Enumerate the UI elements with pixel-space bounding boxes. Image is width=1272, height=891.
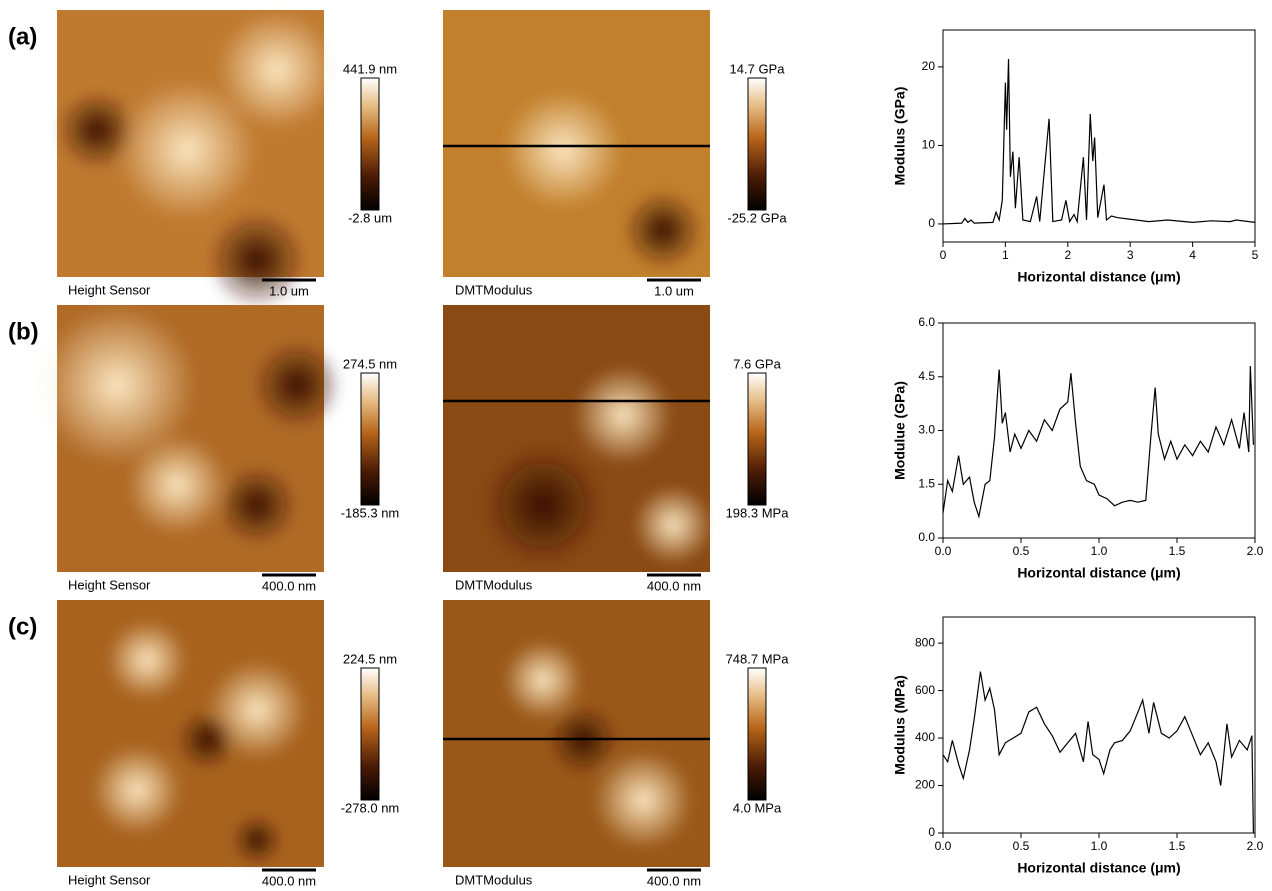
color-min-label: -2.8 um [348, 210, 392, 225]
color-max-label: 441.9 nm [343, 61, 397, 76]
afm-image [57, 10, 337, 310]
x-tick-label: 1 [1002, 248, 1009, 262]
plot-frame [943, 323, 1255, 538]
scale-bar-label: 1.0 um [654, 283, 694, 298]
y-tick-label: 20 [922, 59, 936, 73]
data-line [943, 59, 1255, 224]
color-max-label: 224.5 nm [343, 651, 397, 666]
color-max-label: 748.7 MPa [726, 651, 790, 666]
texture-blob [217, 465, 297, 545]
texture-blob [503, 90, 623, 210]
y-axis-label: Modulus (MPa) [892, 675, 908, 775]
x-tick-label: 0 [940, 248, 947, 262]
panel-label: (b) [8, 318, 39, 345]
color-bar [361, 668, 379, 800]
y-tick-label: 0 [928, 825, 935, 839]
data-line [943, 672, 1253, 833]
scale-bar-label: 1.0 um [269, 283, 309, 298]
x-tick-label: 3 [1127, 248, 1134, 262]
color-min-label: 198.3 MPa [726, 505, 790, 520]
x-axis-label: Horizontal distance (μm) [1017, 860, 1180, 876]
y-tick-label: 6.0 [918, 315, 935, 329]
color-min-label: -25.2 GPa [727, 210, 787, 225]
y-tick-label: 400 [915, 730, 935, 744]
y-tick-label: 10 [922, 138, 936, 152]
x-tick-label: 0.0 [935, 544, 952, 558]
x-tick-label: 0.5 [1013, 839, 1030, 853]
x-tick-label: 0.0 [935, 839, 952, 853]
scale-bar-label: 400.0 nm [647, 873, 701, 888]
image-caption: Height Sensor [68, 577, 151, 592]
scale-bar-label: 400.0 nm [647, 578, 701, 593]
texture-blob [217, 10, 337, 130]
texture-blob [37, 305, 197, 465]
y-tick-label: 800 [915, 635, 935, 649]
afm-image [37, 305, 342, 572]
x-tick-label: 2 [1064, 248, 1071, 262]
panel-label: (a) [8, 23, 37, 50]
afm-image [443, 10, 710, 277]
texture-blob [633, 485, 713, 565]
color-min-label: -278.0 nm [341, 800, 400, 815]
y-tick-label: 3.0 [918, 423, 935, 437]
x-tick-label: 0.5 [1013, 544, 1030, 558]
color-max-label: 14.7 GPa [730, 61, 786, 76]
plot-frame [943, 617, 1255, 833]
y-axis-label: Modulus (GPa) [892, 87, 908, 186]
y-tick-label: 200 [915, 778, 935, 792]
x-tick-label: 2.0 [1247, 544, 1264, 558]
panel-label: (c) [8, 613, 37, 640]
texture-blob [232, 815, 282, 865]
texture-blob [57, 90, 137, 170]
page: (a)441.9 nm-2.8 umHeight Sensor1.0 um14.… [0, 0, 1272, 891]
figure: (a)441.9 nm-2.8 umHeight Sensor1.0 um14.… [0, 0, 1272, 891]
color-min-label: 4.0 MPa [733, 800, 782, 815]
y-tick-label: 0 [928, 216, 935, 230]
image-caption: DMTModulus [455, 872, 533, 887]
color-bar [748, 668, 766, 800]
texture-blob [573, 365, 673, 465]
texture-blob [252, 340, 342, 430]
scale-bar-label: 400.0 nm [262, 578, 316, 593]
color-bar [748, 373, 766, 505]
x-tick-label: 2.0 [1247, 839, 1264, 853]
image-caption: Height Sensor [68, 872, 151, 887]
y-axis-label: Modulue (GPa) [892, 381, 908, 480]
x-tick-label: 5 [1252, 248, 1259, 262]
x-tick-label: 1.5 [1169, 544, 1186, 558]
data-line [943, 366, 1253, 517]
image-caption: DMTModulus [455, 282, 533, 297]
x-tick-label: 1.0 [1091, 544, 1108, 558]
color-bar [748, 78, 766, 210]
texture-blob [593, 750, 693, 850]
texture-blob [623, 190, 703, 270]
afm-image [443, 600, 710, 867]
texture-blob [483, 445, 603, 565]
color-max-label: 7.6 GPa [733, 356, 781, 371]
texture-blob [177, 710, 237, 770]
x-tick-label: 4 [1189, 248, 1196, 262]
x-axis-label: Horizontal distance (μm) [1017, 565, 1180, 581]
texture-blob [92, 745, 182, 835]
x-tick-label: 1.5 [1169, 839, 1186, 853]
x-axis-label: Horizontal distance (μm) [1017, 269, 1180, 285]
y-tick-label: 4.5 [918, 369, 935, 383]
color-min-label: -185.3 nm [341, 505, 400, 520]
color-max-label: 274.5 nm [343, 356, 397, 371]
scale-bar-label: 400.0 nm [262, 873, 316, 888]
color-bar [361, 78, 379, 210]
y-tick-label: 600 [915, 683, 935, 697]
afm-image [57, 600, 324, 867]
y-tick-label: 0.0 [918, 530, 935, 544]
afm-image [443, 305, 713, 572]
x-tick-label: 1.0 [1091, 839, 1108, 853]
image-caption: DMTModulus [455, 577, 533, 592]
texture-blob [107, 620, 187, 700]
image-caption: Height Sensor [68, 282, 151, 297]
color-bar [361, 373, 379, 505]
y-tick-label: 1.5 [918, 476, 935, 490]
